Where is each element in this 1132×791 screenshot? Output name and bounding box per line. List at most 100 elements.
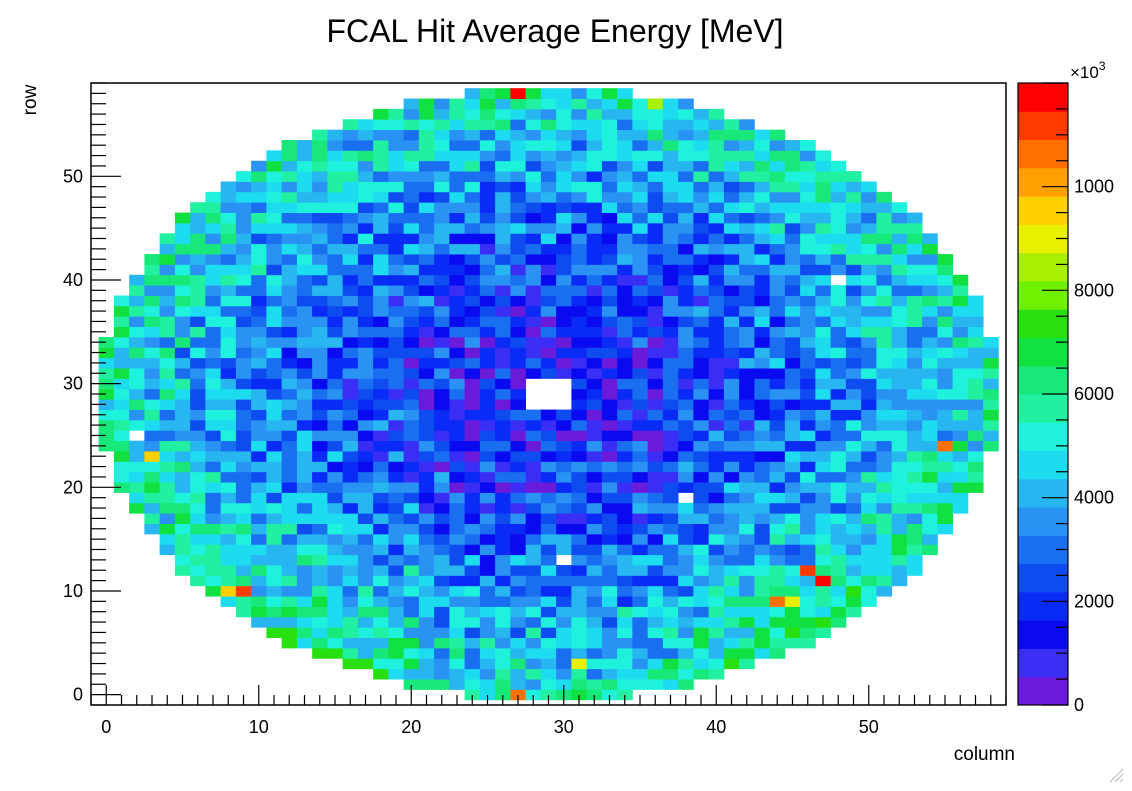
heatmap-cell <box>144 440 161 452</box>
heatmap-cell <box>540 233 557 245</box>
heatmap-cell <box>418 181 435 193</box>
y-tick-label: 40 <box>63 270 83 290</box>
heatmap-cell <box>129 461 145 473</box>
heatmap-cell <box>251 554 267 566</box>
heatmap-cell <box>845 430 862 442</box>
heatmap-cell <box>647 575 664 587</box>
heatmap-cell <box>662 544 679 556</box>
heatmap-cell <box>784 243 801 255</box>
heatmap-cell <box>495 430 511 442</box>
heatmap-cell <box>830 482 847 493</box>
heatmap-cell <box>312 513 328 524</box>
heatmap-cell <box>449 440 466 452</box>
heatmap-cell <box>708 616 725 628</box>
heatmap-cell <box>678 471 694 483</box>
heatmap-cell <box>388 585 405 597</box>
heatmap-cell <box>388 440 405 452</box>
heatmap-cell <box>739 575 755 587</box>
heatmap-cell <box>418 647 435 659</box>
heatmap-cell <box>403 565 420 576</box>
heatmap-cell <box>373 160 389 172</box>
heatmap-cell <box>586 88 603 99</box>
heatmap-cell <box>861 212 877 224</box>
heatmap-cell <box>266 336 283 348</box>
heatmap-cell <box>495 627 511 639</box>
heatmap-cell <box>190 388 206 400</box>
heatmap-cell <box>129 471 145 483</box>
heatmap-cell <box>769 451 786 462</box>
heatmap-cell <box>235 285 252 296</box>
heatmap-cell <box>251 596 267 607</box>
heatmap-cell <box>861 191 877 203</box>
heatmap-cell <box>906 326 923 338</box>
heatmap-cell <box>845 585 862 597</box>
heatmap-cell <box>434 295 450 307</box>
heatmap-cell <box>632 430 649 442</box>
heatmap-cell <box>937 378 954 390</box>
heatmap-cell <box>556 627 572 639</box>
heatmap-cell <box>845 492 862 504</box>
heatmap-cell <box>449 658 466 670</box>
heatmap-cell <box>418 668 435 680</box>
heatmap-cell <box>464 554 481 566</box>
heatmap-cell <box>800 585 816 597</box>
resize-grip-icon[interactable] <box>1106 765 1124 783</box>
heatmap-cell <box>540 119 557 131</box>
heatmap-cell <box>845 285 862 296</box>
heatmap-cell <box>891 399 908 410</box>
heatmap-cell <box>373 336 389 348</box>
heatmap-cell <box>632 150 649 162</box>
heatmap-cell <box>388 212 405 224</box>
heatmap-cell <box>922 316 938 328</box>
heatmap-cell <box>784 295 801 307</box>
heatmap-cell <box>205 274 222 286</box>
heatmap-cell <box>525 336 542 348</box>
heatmap-cell <box>357 513 374 524</box>
heatmap-cell <box>418 482 435 493</box>
heatmap-cell <box>357 171 374 182</box>
heatmap-cell <box>403 658 420 670</box>
heatmap-cell <box>556 419 572 431</box>
heatmap-cell <box>525 160 542 172</box>
heatmap-cell <box>891 357 908 369</box>
heatmap-cell <box>266 627 283 639</box>
heatmap-cell <box>510 471 527 483</box>
heatmap-cell <box>754 233 771 245</box>
heatmap-cell <box>464 502 481 514</box>
heatmap-cell <box>769 637 786 649</box>
heatmap-cell <box>891 347 908 359</box>
heatmap-cell <box>815 222 832 234</box>
heatmap-cell <box>952 305 969 317</box>
heatmap-cell <box>281 502 298 514</box>
color-scale-band <box>1018 450 1068 480</box>
heatmap-cell <box>769 222 786 234</box>
heatmap-cell <box>754 585 771 597</box>
heatmap-cell <box>327 171 344 182</box>
heatmap-cell <box>800 378 816 390</box>
heatmap-cell <box>235 295 252 307</box>
heatmap-cell <box>403 357 420 369</box>
heatmap-cell <box>800 181 816 193</box>
heatmap-cell <box>479 88 496 99</box>
heatmap-cell <box>571 419 588 431</box>
heatmap-cell <box>906 212 923 224</box>
heatmap-cell <box>418 160 435 172</box>
heatmap-cell <box>754 285 771 296</box>
heatmap-cell <box>693 254 710 265</box>
heatmap-cell <box>434 482 450 493</box>
heatmap-cell <box>571 140 588 151</box>
heatmap-cell <box>937 502 954 514</box>
heatmap-cell <box>190 451 206 462</box>
heatmap-cell <box>571 388 588 400</box>
heatmap-cell <box>464 150 481 162</box>
heatmap-cell <box>922 430 938 442</box>
heatmap-cell <box>540 565 557 576</box>
heatmap-cell <box>662 368 679 379</box>
heatmap-cell <box>967 326 984 338</box>
heatmap-cell <box>479 202 496 213</box>
color-scale-band <box>1018 591 1068 621</box>
heatmap-cell <box>693 554 710 566</box>
heatmap-cell <box>647 679 664 690</box>
heatmap-cell <box>678 575 694 587</box>
heatmap-cell <box>662 378 679 390</box>
